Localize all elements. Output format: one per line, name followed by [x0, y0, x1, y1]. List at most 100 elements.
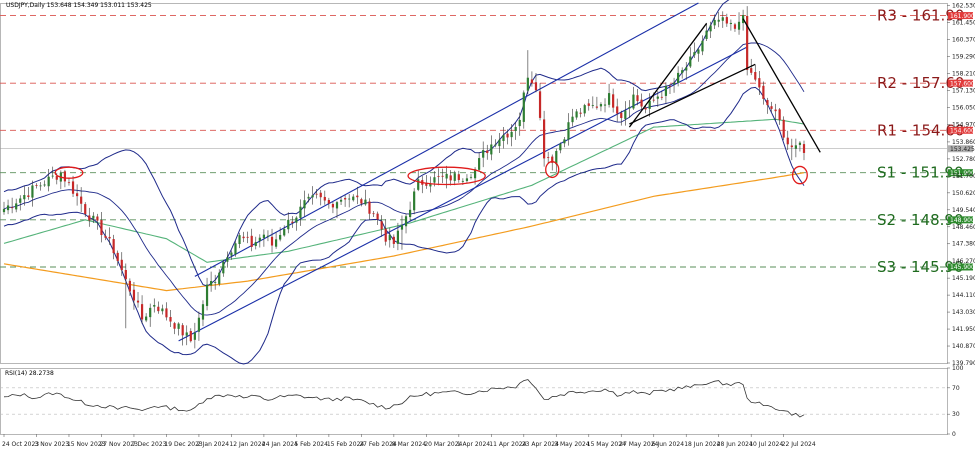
level-label-5: S3 - 145.90: [877, 258, 964, 276]
candle-body: [453, 173, 456, 181]
candle-body: [307, 196, 310, 199]
level-badge-4: [948, 216, 973, 224]
level-badge-text-3: 151.900: [950, 170, 975, 177]
date-tick-label: 10 Jul 2024: [749, 441, 783, 448]
candle-body: [39, 185, 42, 187]
candle-body: [733, 24, 737, 29]
candle-body: [6, 205, 10, 211]
price-tick-label: 160.370: [952, 37, 975, 44]
candle-body: [445, 173, 448, 179]
candle-body: [299, 206, 302, 218]
candle-body: [449, 175, 452, 181]
candle-body: [526, 77, 529, 91]
candle-body: [124, 269, 127, 280]
candle-body: [413, 191, 416, 211]
last-price-badge: [948, 145, 973, 153]
highlight-ellipse-0: [54, 166, 84, 179]
date-tick-label: 11 Apr 2024: [489, 441, 526, 448]
rsi-tick-label: 30: [952, 411, 960, 418]
level-badge-5: [948, 263, 973, 271]
candle-body: [632, 94, 635, 109]
candle-body: [339, 199, 343, 202]
candle-body: [758, 78, 761, 88]
candle-body: [193, 332, 196, 340]
candle-body: [364, 199, 367, 205]
price-tick-label: 144.110: [952, 292, 975, 299]
rsi-panel: 100 70 30 0: [0, 365, 964, 438]
candle-body: [35, 185, 38, 186]
candle-body: [214, 281, 217, 283]
candle-body: [201, 304, 205, 320]
candle-body: [417, 179, 420, 190]
black-trendline-1: [629, 63, 756, 125]
candle-body: [23, 195, 26, 200]
price-tick-label: 139.790: [952, 360, 975, 367]
rsi-label: RSI(14) 28.2738: [5, 370, 54, 377]
candle-body: [701, 40, 704, 52]
ma-orange-line: [3, 172, 805, 292]
candle-body: [425, 182, 428, 186]
date-tick-label: 28 Jun 2024: [717, 441, 753, 448]
candle-body: [222, 261, 225, 274]
candle-body: [51, 175, 54, 177]
candle-body: [603, 104, 607, 106]
candle-body: [112, 239, 115, 254]
candle-body: [616, 106, 619, 114]
candle-body: [11, 207, 14, 209]
candle-body: [258, 237, 261, 241]
price-tick-label: 147.380: [952, 241, 975, 248]
candle-body: [664, 86, 668, 96]
candle-body: [153, 304, 156, 307]
candle-body: [628, 107, 631, 109]
candle-body: [71, 181, 75, 194]
bollinger-bands: [3, 0, 805, 365]
level-badge-text-5: 145.900: [950, 264, 975, 271]
date-tick-label: 1 Apr 2024: [457, 441, 490, 448]
candle-body: [116, 252, 119, 262]
candle-body: [128, 280, 131, 292]
level-badge-text-2: 154.600: [950, 127, 975, 134]
candle-body: [607, 93, 611, 105]
candle-body: [717, 19, 720, 22]
bollinger-upper: [3, 0, 730, 287]
candle-body: [181, 325, 184, 336]
price-tick-label: 152.780: [952, 156, 975, 163]
candle-body: [685, 67, 688, 71]
candle-body: [433, 177, 436, 183]
candle-body: [396, 230, 400, 244]
candle-body: [437, 176, 440, 177]
candle-body: [502, 135, 505, 141]
candle-body: [408, 209, 412, 218]
candle-body: [210, 281, 213, 286]
candle-body: [173, 323, 176, 329]
candle-body: [266, 235, 270, 237]
candle-body: [388, 234, 391, 241]
candle-body: [559, 143, 562, 151]
candle-body: [84, 204, 87, 214]
price-tick-label: 149.540: [952, 207, 975, 214]
candle-body: [729, 22, 733, 25]
candle-body: [672, 82, 676, 85]
candle-body: [165, 308, 168, 318]
date-tick-label: 23 Apr 2024: [522, 441, 559, 448]
price-tick-label: 143.030: [952, 309, 975, 316]
candle-body: [136, 300, 140, 303]
candle-body: [27, 195, 30, 197]
price-tick-label: 153.860: [952, 139, 975, 146]
candle-body: [762, 85, 765, 99]
candle-body: [551, 156, 554, 163]
candlesticks: [2, 6, 806, 349]
date-tick-label: 6 Jun 2024: [652, 441, 684, 448]
candle-body: [534, 82, 538, 91]
candle-body: [262, 234, 265, 238]
candle-body: [352, 196, 355, 201]
candle-body: [234, 243, 237, 255]
candle-body: [478, 158, 481, 170]
candle-body: [465, 178, 469, 181]
bollinger-middle: [3, 42, 805, 316]
candle-body: [230, 252, 233, 256]
date-tick-label: 24 Jan 2024: [262, 441, 298, 448]
candle-body: [348, 198, 351, 200]
candle-body: [794, 145, 797, 149]
